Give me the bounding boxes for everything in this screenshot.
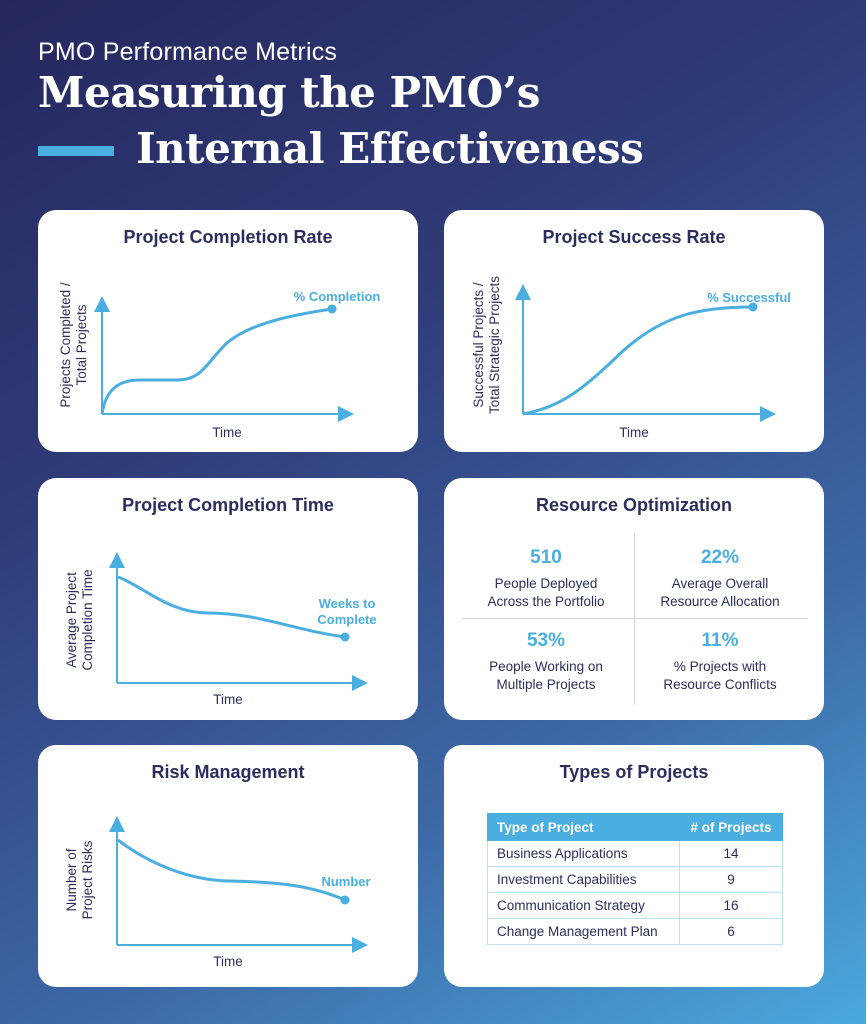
success-rate-chart: % Successful Successful Projects / Total … [471,276,791,440]
y-label: Total Projects [74,304,89,385]
success-curve [522,305,754,416]
end-point [327,304,337,314]
card-title: Project Success Rate [542,227,726,247]
stat-label: Multiple Projects [496,677,596,692]
completion-curve [100,307,333,415]
completion-time-curve [117,575,346,639]
stat-label: People Working on [489,659,603,674]
y-label: Completion Time [80,569,95,670]
y-label: Average Project [64,572,79,668]
card-title: Risk Management [151,762,305,782]
card-success-rate: Project Success Rate % Successful Succes… [444,210,824,452]
stat-label: % Projects with [673,659,767,674]
divider-horizontal [462,618,808,619]
card-types-of-projects: Types of Projects Type of Project # of P… [444,745,824,987]
table-row: Investment Capabilities 9 [487,866,783,893]
cell: Investment Capabilities [487,866,680,893]
card-completion-rate: Project Completion Rate % Completion Pro… [38,210,418,452]
stat-label: Average Overall [671,576,769,591]
project-types-table: Type of Project # of Projects Business A… [487,813,783,945]
stat-label: Across the Portfolio [487,594,605,609]
stat-label: Resource Allocation [660,594,780,609]
stat-value: 510 [530,547,562,568]
x-label: Time [619,425,649,440]
title-line-1: Measuring the PMO’s [38,68,540,117]
x-label: Time [213,692,243,707]
table-row: Change Management Plan 6 [487,918,783,945]
table-row: Communication Strategy 16 [487,892,783,919]
y-label: Number of [64,848,79,911]
end-point [340,895,350,905]
cell: 9 [679,866,783,893]
card-title: Project Completion Time [122,495,334,515]
accent-dash [38,146,114,156]
annotation: % Completion [294,289,381,304]
stat-resource-allocation: 22% Average Overall Resource Allocation [635,547,805,611]
stat-value: 22% [700,547,740,568]
risk-chart: Number Number of Project Risks Time [64,816,371,969]
annotation: Weeks to [319,596,376,611]
x-label: Time [213,954,243,969]
stat-value: 11% [701,630,739,651]
card-title: Project Completion Rate [123,227,333,247]
cell: 16 [679,892,783,919]
end-point [748,302,758,312]
stat-label: People Deployed [494,576,598,591]
stat-multiple-projects: 53% People Working on Multiple Projects [461,630,631,694]
completion-rate-chart: % Completion Projects Completed / Total P… [58,282,381,440]
y-label: Project Risks [80,840,95,919]
end-point [340,632,350,642]
stat-resource-conflicts: 11% % Projects with Resource Conflicts [635,630,805,694]
completion-time-chart: Weeks to Complete Average Project Complet… [64,552,377,707]
cell: Business Applications [487,840,680,867]
card-risk-management: Risk Management Number Number of Project … [38,745,418,987]
column-header: Type of Project [487,813,680,841]
title-line-2: Internal Effectiveness [136,124,644,173]
x-label: Time [212,425,242,440]
cell: Change Management Plan [487,918,680,945]
risk-curve [117,838,346,902]
stat-value: 53% [526,630,566,651]
card-title: Resource Optimization [535,495,733,515]
annotation: % Successful [707,290,791,305]
y-label: Projects Completed / [58,282,73,408]
table-header: Type of Project # of Projects [487,813,783,841]
card-completion-time: Project Completion Time Weeks to Complet… [38,478,418,720]
column-header: # of Projects [679,813,783,841]
kicker: PMO Performance Metrics [38,38,338,66]
cell: Communication Strategy [487,892,680,919]
divider-vertical [634,533,635,705]
card-title: Types of Projects [559,762,709,782]
annotation: Number [321,874,370,889]
stat-label: Resource Conflicts [663,677,777,692]
stat-people-deployed: 510 People Deployed Across the Portfolio [461,547,631,611]
y-label: Total Strategic Projects [487,276,502,414]
cell: 6 [679,918,783,945]
cell: 14 [679,840,783,867]
y-label: Successful Projects / [471,282,486,408]
annotation: Complete [317,612,376,627]
table-row: Business Applications 14 [487,840,783,867]
card-resource-optimization: Resource Optimization 510 People Deploye… [444,478,824,720]
